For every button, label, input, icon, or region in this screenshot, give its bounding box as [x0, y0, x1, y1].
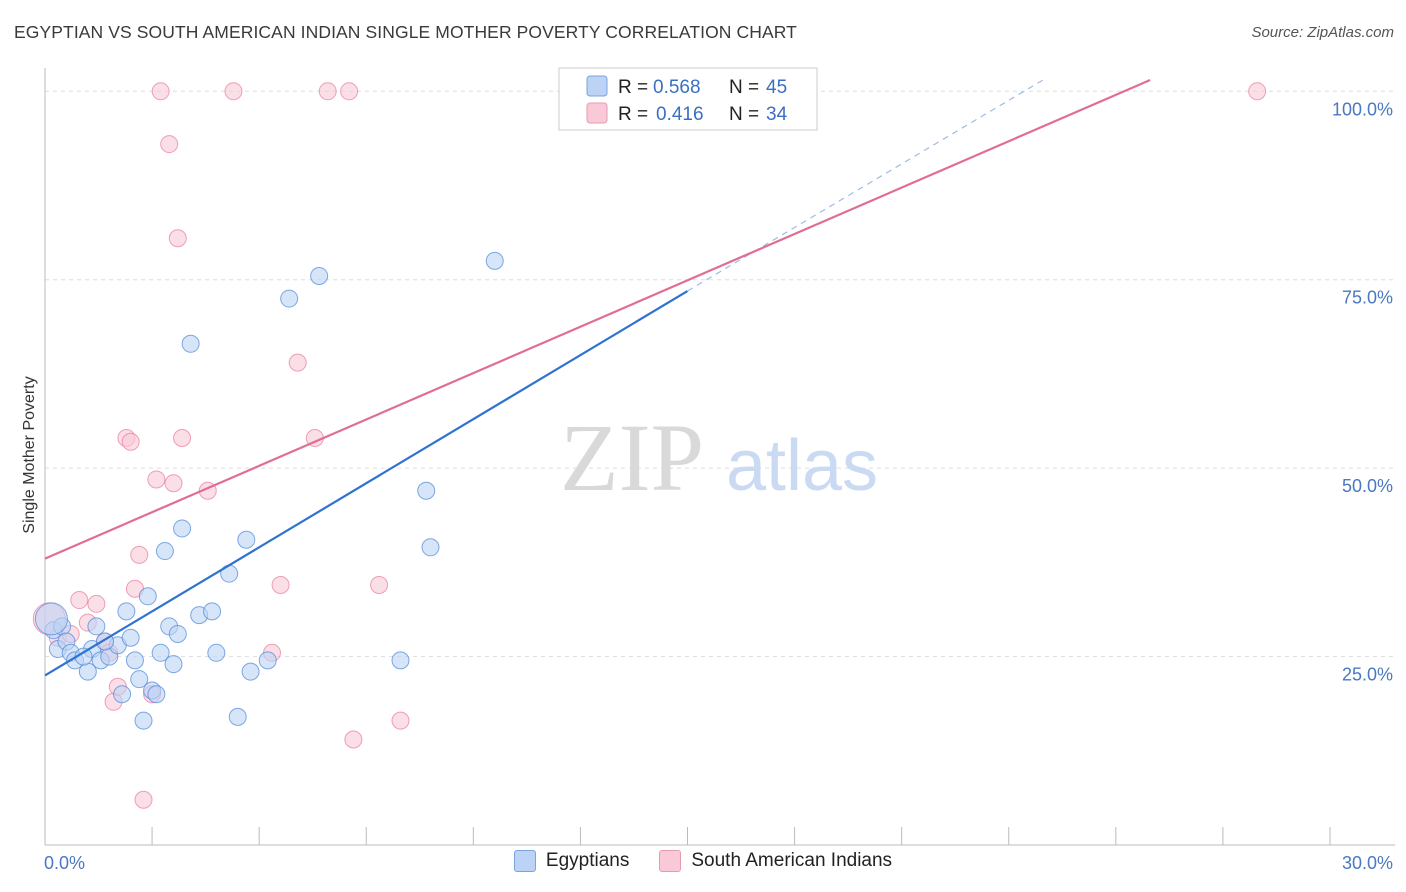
egyptians-point-25 [168, 624, 187, 643]
legend-label-egyptians: Egyptians [545, 850, 630, 871]
sa-indians-point-21 [173, 429, 192, 448]
sa-indians-point-11 [121, 432, 140, 451]
y-tick-label-1: 50.0% [1342, 476, 1393, 496]
watermark-zip: ZIP [560, 404, 704, 511]
sa-indians-point-16 [147, 470, 166, 489]
egyptians-point-34 [241, 662, 260, 681]
y-axis-label: Single Mother Poverty [21, 376, 38, 533]
chart-title: EGYPTIAN VS SOUTH AMERICAN INDIAN SINGLE… [14, 22, 797, 42]
legend-n-label-1: N = [729, 77, 759, 98]
egyptians-point-30 [207, 643, 226, 662]
sa-indians-point-28 [318, 82, 337, 101]
legend-r-label-2: R = [618, 104, 648, 125]
legend-n-egyptians: 45 [766, 77, 787, 98]
legend-label-sa-indians: South American Indians [691, 850, 893, 871]
egyptians-point-18 [138, 587, 157, 606]
legend-r-label-1: R = [618, 77, 648, 98]
egyptians-point-36 [280, 289, 299, 308]
source-label: Source: ZipAtlas.com [1251, 24, 1394, 41]
egyptians-point-27 [181, 334, 200, 353]
sa-indians-trend-line [44, 78, 1151, 560]
legend-n-sa-indians: 34 [766, 104, 788, 125]
sa-indians-point-32 [391, 711, 410, 730]
egyptians-point-33 [237, 530, 256, 549]
grid-lines [45, 90, 1395, 658]
legend-swatch-egyptians [586, 75, 608, 97]
egyptians-point-40 [421, 538, 440, 557]
sa-indians-point-5 [87, 594, 106, 613]
egyptians-point-26 [173, 519, 192, 538]
egyptians-point-17 [134, 711, 153, 730]
egyptians-point-13 [117, 602, 136, 621]
x-tick-label-0: 0.0% [44, 853, 85, 873]
tick-labels: 25.0% 50.0% 75.0% 100.0% 0.0% 30.0% [44, 99, 1393, 873]
egyptians-point-16 [130, 670, 149, 689]
egyptians-point-20 [147, 685, 166, 704]
legend-n-label-2: N = [729, 104, 759, 125]
sa-indians-point-26 [288, 353, 307, 372]
egyptians-point-41 [485, 251, 504, 270]
legend-box: R = 0.568 N = 45 R = 0.416 N = 34 [558, 67, 818, 131]
egyptians-point-24 [164, 655, 183, 674]
sa-indians-point-20 [168, 229, 187, 248]
egyptians-point-22 [155, 542, 174, 561]
egyptians-point-32 [228, 707, 247, 726]
watermark-atlas: atlas [726, 426, 878, 506]
legend-swatch-sa-indians [586, 102, 608, 124]
egyptians-point-8 [87, 617, 106, 636]
egyptians-point-21 [151, 643, 170, 662]
sa-indians-point-23 [224, 82, 243, 101]
sa-indians-point-33 [1248, 82, 1267, 101]
sa-indians-point-17 [151, 82, 170, 101]
legend-item-egyptians[interactable]: Egyptians [513, 850, 630, 872]
sa-indians-point-14 [134, 790, 153, 809]
legend-swatch-pink [659, 850, 682, 872]
egyptians-point-14 [121, 628, 140, 647]
axes [44, 68, 1395, 846]
legend-r-sa-indians: 0.416 [656, 104, 704, 125]
bottom-legend: Egyptians South American Indians [0, 850, 1406, 872]
egyptians-point-39 [417, 481, 436, 500]
egyptians-point-12 [113, 685, 132, 704]
sa-indians-point-19 [164, 474, 183, 493]
x-tick-label-1: 30.0% [1342, 853, 1393, 873]
sa-indians-point-13 [130, 545, 149, 564]
legend-item-sa-indians[interactable]: South American Indians [659, 850, 892, 872]
y-tick-label-2: 75.0% [1342, 288, 1393, 308]
egyptians-point-35 [258, 651, 277, 670]
watermark: ZIP atlas [560, 404, 878, 511]
sa-indians-point-31 [370, 575, 389, 594]
legend-swatch-blue [513, 850, 536, 872]
legend-r-egyptians: 0.568 [653, 77, 701, 98]
sa-indians-point-3 [70, 591, 89, 610]
sa-indians-point-30 [344, 730, 363, 749]
y-tick-label-3: 100.0% [1332, 99, 1393, 119]
egyptians-point-42 [34, 602, 68, 636]
egyptians-point-38 [391, 651, 410, 670]
y-tick-label-0: 25.0% [1342, 665, 1393, 685]
egyptians-point-37 [310, 266, 329, 285]
egyptians-point-29 [203, 602, 222, 621]
sa-indians-point-18 [160, 135, 179, 154]
egyptians-point-15 [125, 651, 144, 670]
sa-indians-point-25 [271, 575, 290, 594]
egyptians-trend-line [44, 290, 689, 677]
sa-indians-point-29 [340, 82, 359, 101]
trend-lines [44, 78, 1151, 677]
